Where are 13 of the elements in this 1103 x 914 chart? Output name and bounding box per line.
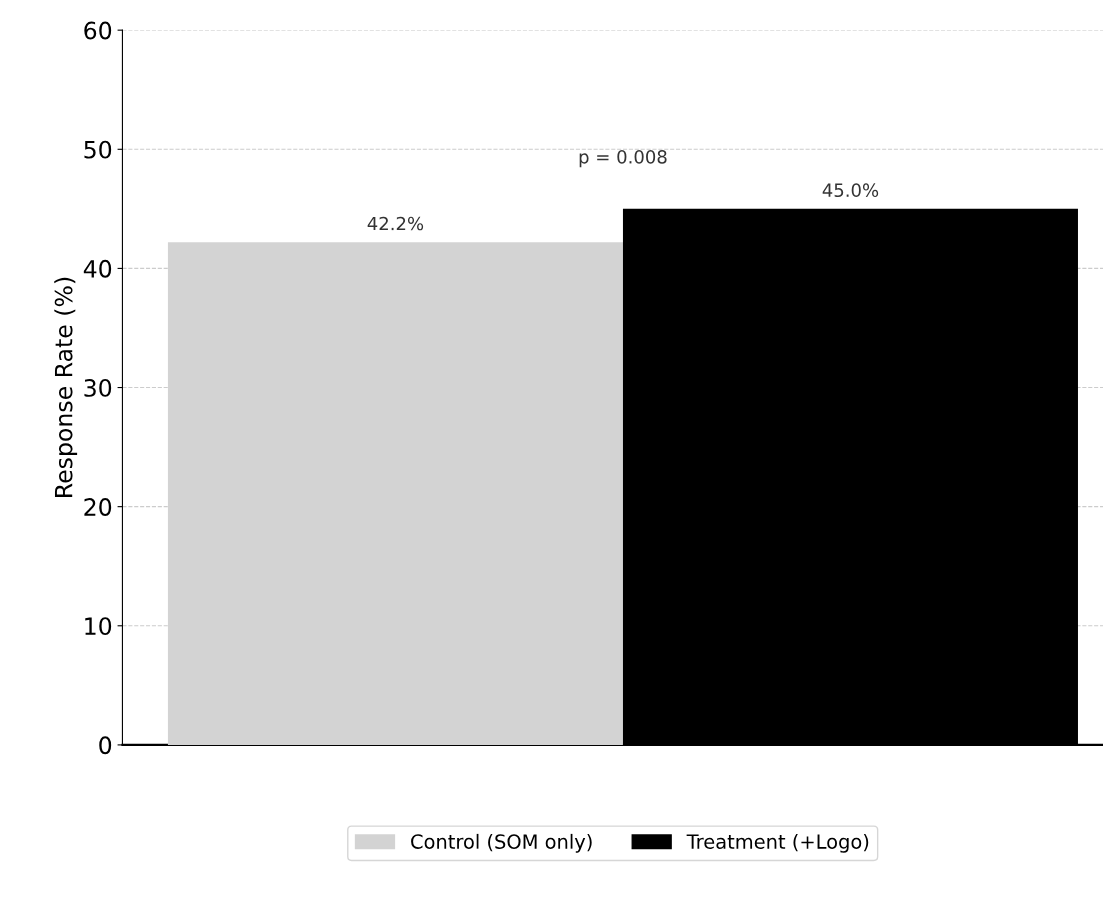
y-tick-label: 20 — [84, 498, 112, 516]
y-tick-label: 50 — [84, 140, 112, 159]
y-tick-label: 60 — [84, 21, 112, 40]
data-label: 45.0% — [822, 183, 879, 198]
y-tick-label: 0 — [99, 736, 112, 755]
data-label: 42.2% — [367, 216, 424, 231]
y-axis-title: Response Rate (%) — [54, 277, 78, 497]
y-tick-label: 30 — [84, 378, 112, 397]
legend-label: Treatment (+Logo) — [686, 833, 869, 853]
legend-label: Control (SOM only) — [411, 833, 592, 853]
annotation: p = 0.008 — [579, 150, 667, 168]
y-tick-label: 40 — [83, 259, 112, 278]
y-tick-label: 10 — [85, 617, 112, 636]
